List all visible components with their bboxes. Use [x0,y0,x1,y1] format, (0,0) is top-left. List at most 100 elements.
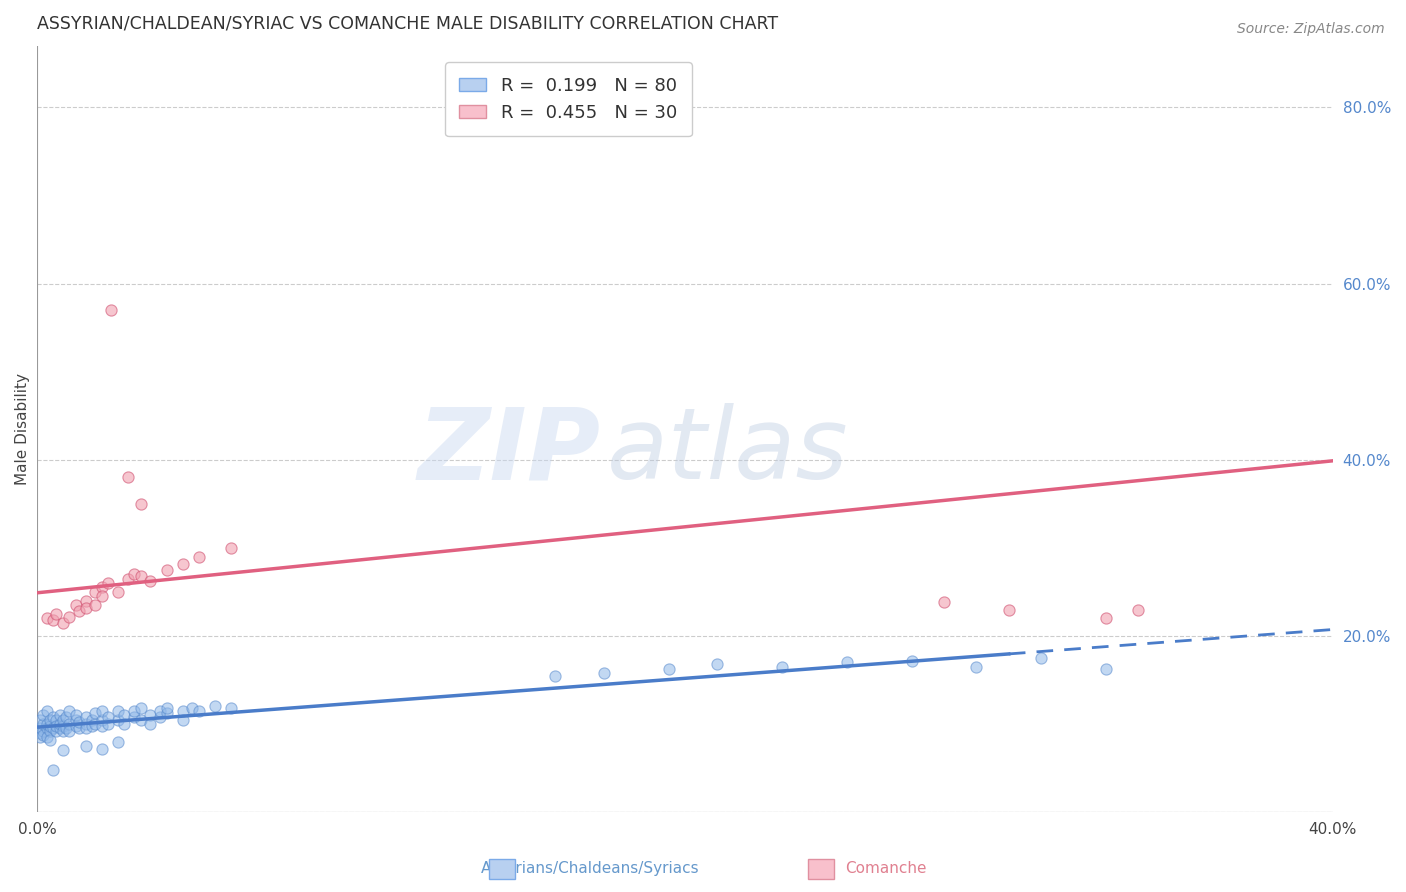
Point [90,589,112,603]
Point [45,724,67,739]
Point [84,717,107,731]
Point [129,497,152,511]
Point [172,704,194,718]
Point [75,722,97,736]
Text: Comanche: Comanche [845,861,927,876]
Point [58,609,80,624]
Text: Source: ZipAtlas.com: Source: ZipAtlas.com [1237,22,1385,37]
Point [1095,662,1118,676]
Point [835,656,858,670]
Point [35,731,58,745]
Point [90,713,112,727]
Point [129,713,152,727]
Point [48,708,70,723]
Point [592,665,614,680]
Text: atlas: atlas [607,403,849,500]
Point [770,660,793,674]
Point [998,602,1021,616]
Point [155,706,177,721]
Point [1095,611,1118,625]
Text: Assyrians/Chaldeans/Syriacs: Assyrians/Chaldeans/Syriacs [481,861,700,876]
Point [107,713,129,727]
Point [38,724,60,739]
Point [84,585,107,599]
Point [75,593,97,607]
Point [75,717,97,731]
Point [67,715,90,730]
Point [107,734,129,748]
Point [30,726,52,740]
Point [35,722,58,736]
Point [900,654,922,668]
Point [80,719,103,733]
Point [1128,602,1150,616]
Point [97,717,120,731]
Point [67,604,90,618]
Point [107,585,129,599]
Point [90,741,112,756]
Point [30,713,52,727]
Point [221,701,243,715]
Text: ASSYRIAN/CHALDEAN/SYRIAC VS COMANCHE MALE DISABILITY CORRELATION CHART: ASSYRIAN/CHALDEAN/SYRIAC VS COMANCHE MAL… [37,15,778,33]
Point [52,743,75,757]
Point [112,708,135,723]
Point [932,595,955,609]
Point [80,713,103,727]
Point [38,732,60,747]
Legend: R =  0.199   N = 80, R =  0.455   N = 30: R = 0.199 N = 80, R = 0.455 N = 30 [444,62,692,136]
Point [129,701,152,715]
Point [52,724,75,739]
Point [155,701,177,715]
Point [58,724,80,739]
Point [90,719,112,733]
Point [187,704,209,718]
Text: ZIP: ZIP [418,403,600,500]
Point [45,713,67,727]
Point [45,607,67,621]
Point [32,728,55,742]
Point [55,710,77,724]
Point [172,713,194,727]
Point [48,722,70,736]
Point [48,717,70,731]
Point [122,710,145,724]
Point [1031,651,1053,665]
Point [221,541,243,555]
Point [122,567,145,582]
Point [42,613,65,627]
Point [90,704,112,718]
Point [139,574,162,589]
Point [38,719,60,733]
Point [139,717,162,731]
Point [42,722,65,736]
Point [32,724,55,739]
Point [52,719,75,733]
Point [117,572,139,586]
Point [65,708,87,723]
Point [204,699,226,714]
Point [139,708,162,723]
Point [42,763,65,777]
Point [90,581,112,595]
Point [75,739,97,753]
Point [35,704,58,718]
Point [149,704,172,718]
Point [155,563,177,577]
Point [187,549,209,564]
Point [75,710,97,724]
Point [75,600,97,615]
Point [58,717,80,731]
Point [965,660,987,674]
Point [100,302,122,317]
Point [30,731,52,745]
Point [107,704,129,718]
Point [172,557,194,571]
Point [658,662,681,676]
Point [67,722,90,736]
Point [84,706,107,721]
Point [65,598,87,612]
Point [181,701,204,715]
Point [544,668,567,682]
Point [129,569,152,583]
Point [32,708,55,723]
